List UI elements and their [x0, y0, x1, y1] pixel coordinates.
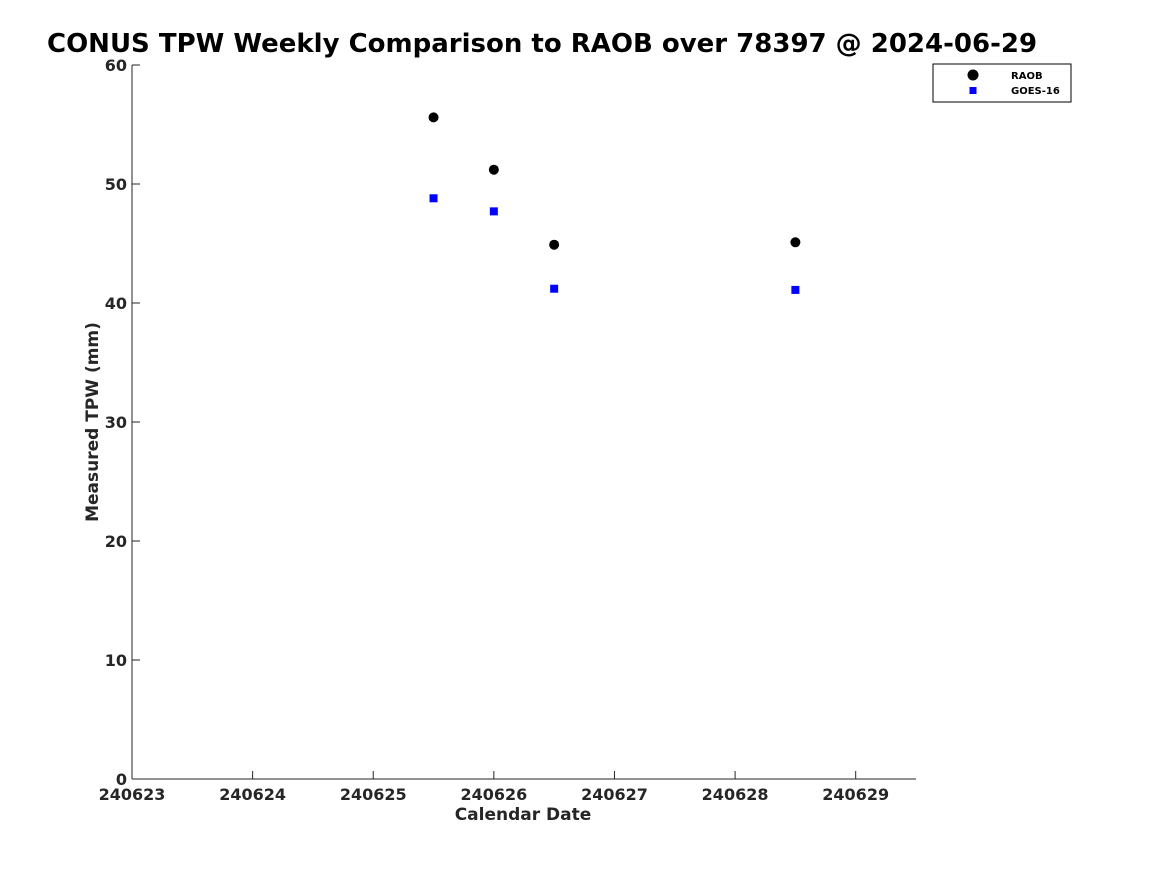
x-tick-label: 240628	[702, 785, 769, 804]
legend-marker-goes16	[969, 87, 977, 94]
legend-label-goes16: GOES-16	[1011, 86, 1060, 97]
x-tick-label: 240629	[822, 785, 889, 804]
y-tick-label: 40	[105, 294, 127, 313]
x-tick-label: 240625	[340, 785, 407, 804]
x-tick-label: 240623	[99, 785, 166, 804]
point-goes16	[550, 284, 559, 293]
point-goes16	[429, 194, 438, 203]
point-goes16	[489, 207, 498, 216]
legend-label-raob: RAOB	[1011, 71, 1043, 82]
x-tick-label: 240627	[581, 785, 648, 804]
y-axis-label: Measured TPW (mm)	[83, 322, 103, 522]
point-raob	[488, 164, 499, 175]
y-tick-label: 20	[105, 532, 127, 551]
data-points	[428, 112, 801, 294]
x-axis-label: Calendar Date	[455, 805, 592, 825]
y-tick-label: 0	[116, 770, 127, 789]
point-raob	[549, 239, 560, 250]
x-ticks: 240623 240624 240625 240626 240627 240628 2406…	[99, 771, 889, 804]
legend: RAOB GOES-16	[932, 63, 1072, 103]
axes	[131, 65, 916, 780]
y-tick-label: 30	[105, 413, 127, 432]
legend-box	[932, 63, 1072, 103]
x-tick-label: 240626	[460, 785, 527, 804]
x-tick-label: 240624	[219, 785, 286, 804]
y-ticks: 0 10 20 30 40 50 60	[105, 56, 140, 789]
chart-title: CONUS TPW Weekly Comparison to RAOB over…	[47, 29, 1037, 59]
point-raob	[428, 112, 439, 123]
y-tick-label: 60	[105, 56, 127, 75]
point-goes16	[791, 285, 800, 294]
y-tick-label: 50	[105, 175, 127, 194]
y-tick-label: 10	[105, 651, 127, 670]
legend-marker-raob	[967, 69, 979, 81]
point-raob	[790, 237, 801, 248]
